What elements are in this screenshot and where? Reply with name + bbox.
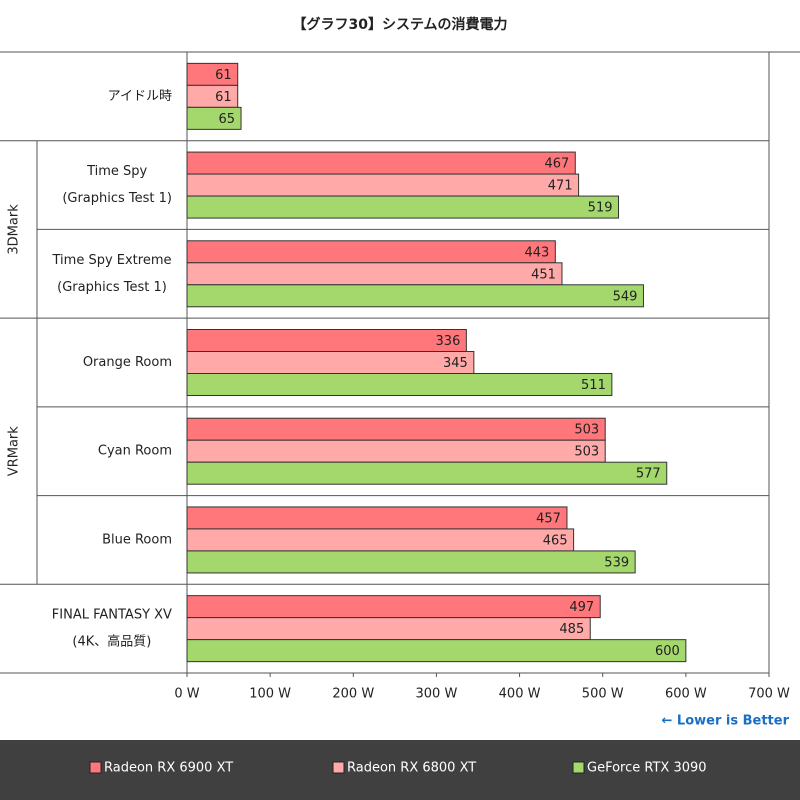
category-label: Blue Room (102, 532, 172, 547)
bar (186, 528, 575, 552)
value-label: 65 (218, 112, 235, 127)
bar (186, 373, 613, 396)
value-label: 600 (655, 644, 680, 659)
category-label: Cyan Room (98, 444, 172, 459)
x-tick-label: 100 W (249, 687, 291, 702)
bar (186, 195, 620, 219)
value-label: 577 (636, 467, 661, 482)
value-label: 497 (569, 600, 594, 615)
value-label: 467 (544, 157, 569, 172)
value-label: 451 (531, 267, 556, 282)
group-label: VRMark (7, 426, 22, 476)
value-label: 485 (559, 622, 584, 637)
legend-swatch (332, 761, 345, 774)
legend-band (0, 740, 800, 800)
legend-swatch (89, 761, 102, 774)
category-label-line: Blue Room (102, 532, 172, 547)
x-tick-label: 700 W (748, 687, 790, 702)
bar (186, 151, 576, 175)
value-label: 465 (543, 533, 568, 548)
bar (186, 550, 636, 574)
bar (186, 439, 606, 463)
legend-swatch (572, 761, 585, 774)
annotation: ← Lower is Better (662, 714, 790, 729)
group-label: 3DMark (7, 204, 22, 255)
chart-title: 【グラフ30】システムの消費電力 (292, 16, 507, 33)
category-label-line: (Graphics Test 1) (62, 191, 172, 206)
legend-label: GeForce RTX 3090 (587, 761, 707, 776)
category-label: FINAL FANTASY XV (4K、高品質) (52, 608, 172, 650)
x-tick-label: 300 W (416, 687, 458, 702)
value-label: 336 (436, 334, 461, 349)
value-label: 503 (574, 445, 599, 460)
legend-label: Radeon RX 6800 XT (347, 761, 476, 776)
value-label: 503 (574, 423, 599, 438)
bar (186, 284, 644, 308)
category-label-line: Cyan Room (98, 444, 172, 459)
bar (186, 417, 606, 441)
value-label: 457 (536, 511, 561, 526)
bar (186, 639, 687, 663)
x-tick-label: 0 W (174, 687, 199, 702)
value-label: 61 (215, 90, 232, 105)
bar (186, 595, 601, 619)
x-tick-label: 200 W (332, 687, 374, 702)
category-label-line: Orange Room (83, 355, 172, 370)
value-label: 519 (588, 201, 613, 216)
category-label-line: (4K、高品質) (72, 634, 151, 650)
category-label: Time Spy (Graphics Test 1) (62, 164, 172, 206)
x-tick-label: 600 W (665, 687, 707, 702)
category-label: Orange Room (83, 355, 172, 370)
value-label: 345 (443, 356, 468, 371)
bar (186, 506, 568, 530)
bar (186, 173, 580, 197)
category-label-line: Time Spy (86, 164, 147, 179)
x-tick-label: 500 W (582, 687, 624, 702)
value-label: 539 (604, 555, 629, 570)
bar (186, 329, 467, 352)
bar (186, 461, 668, 485)
category-label: アイドル時 (108, 89, 172, 104)
value-label: 549 (613, 289, 638, 304)
value-label: 511 (581, 378, 606, 393)
legend-label: Radeon RX 6900 XT (104, 761, 233, 776)
bar (186, 617, 591, 641)
x-tick-label: 400 W (499, 687, 541, 702)
value-label: 443 (524, 245, 549, 260)
bar (186, 262, 563, 286)
category-label: Time Spy Extreme (Graphics Test 1) (51, 253, 171, 295)
category-label-line: FINAL FANTASY XV (52, 608, 172, 623)
bar (186, 106, 242, 130)
bar (186, 351, 475, 374)
value-label: 61 (215, 68, 232, 83)
bar (186, 240, 556, 264)
category-label-line: (Graphics Test 1) (57, 280, 167, 295)
category-label-line: アイドル時 (108, 89, 172, 104)
category-label-line: Time Spy Extreme (51, 253, 171, 268)
value-label: 471 (548, 179, 573, 194)
